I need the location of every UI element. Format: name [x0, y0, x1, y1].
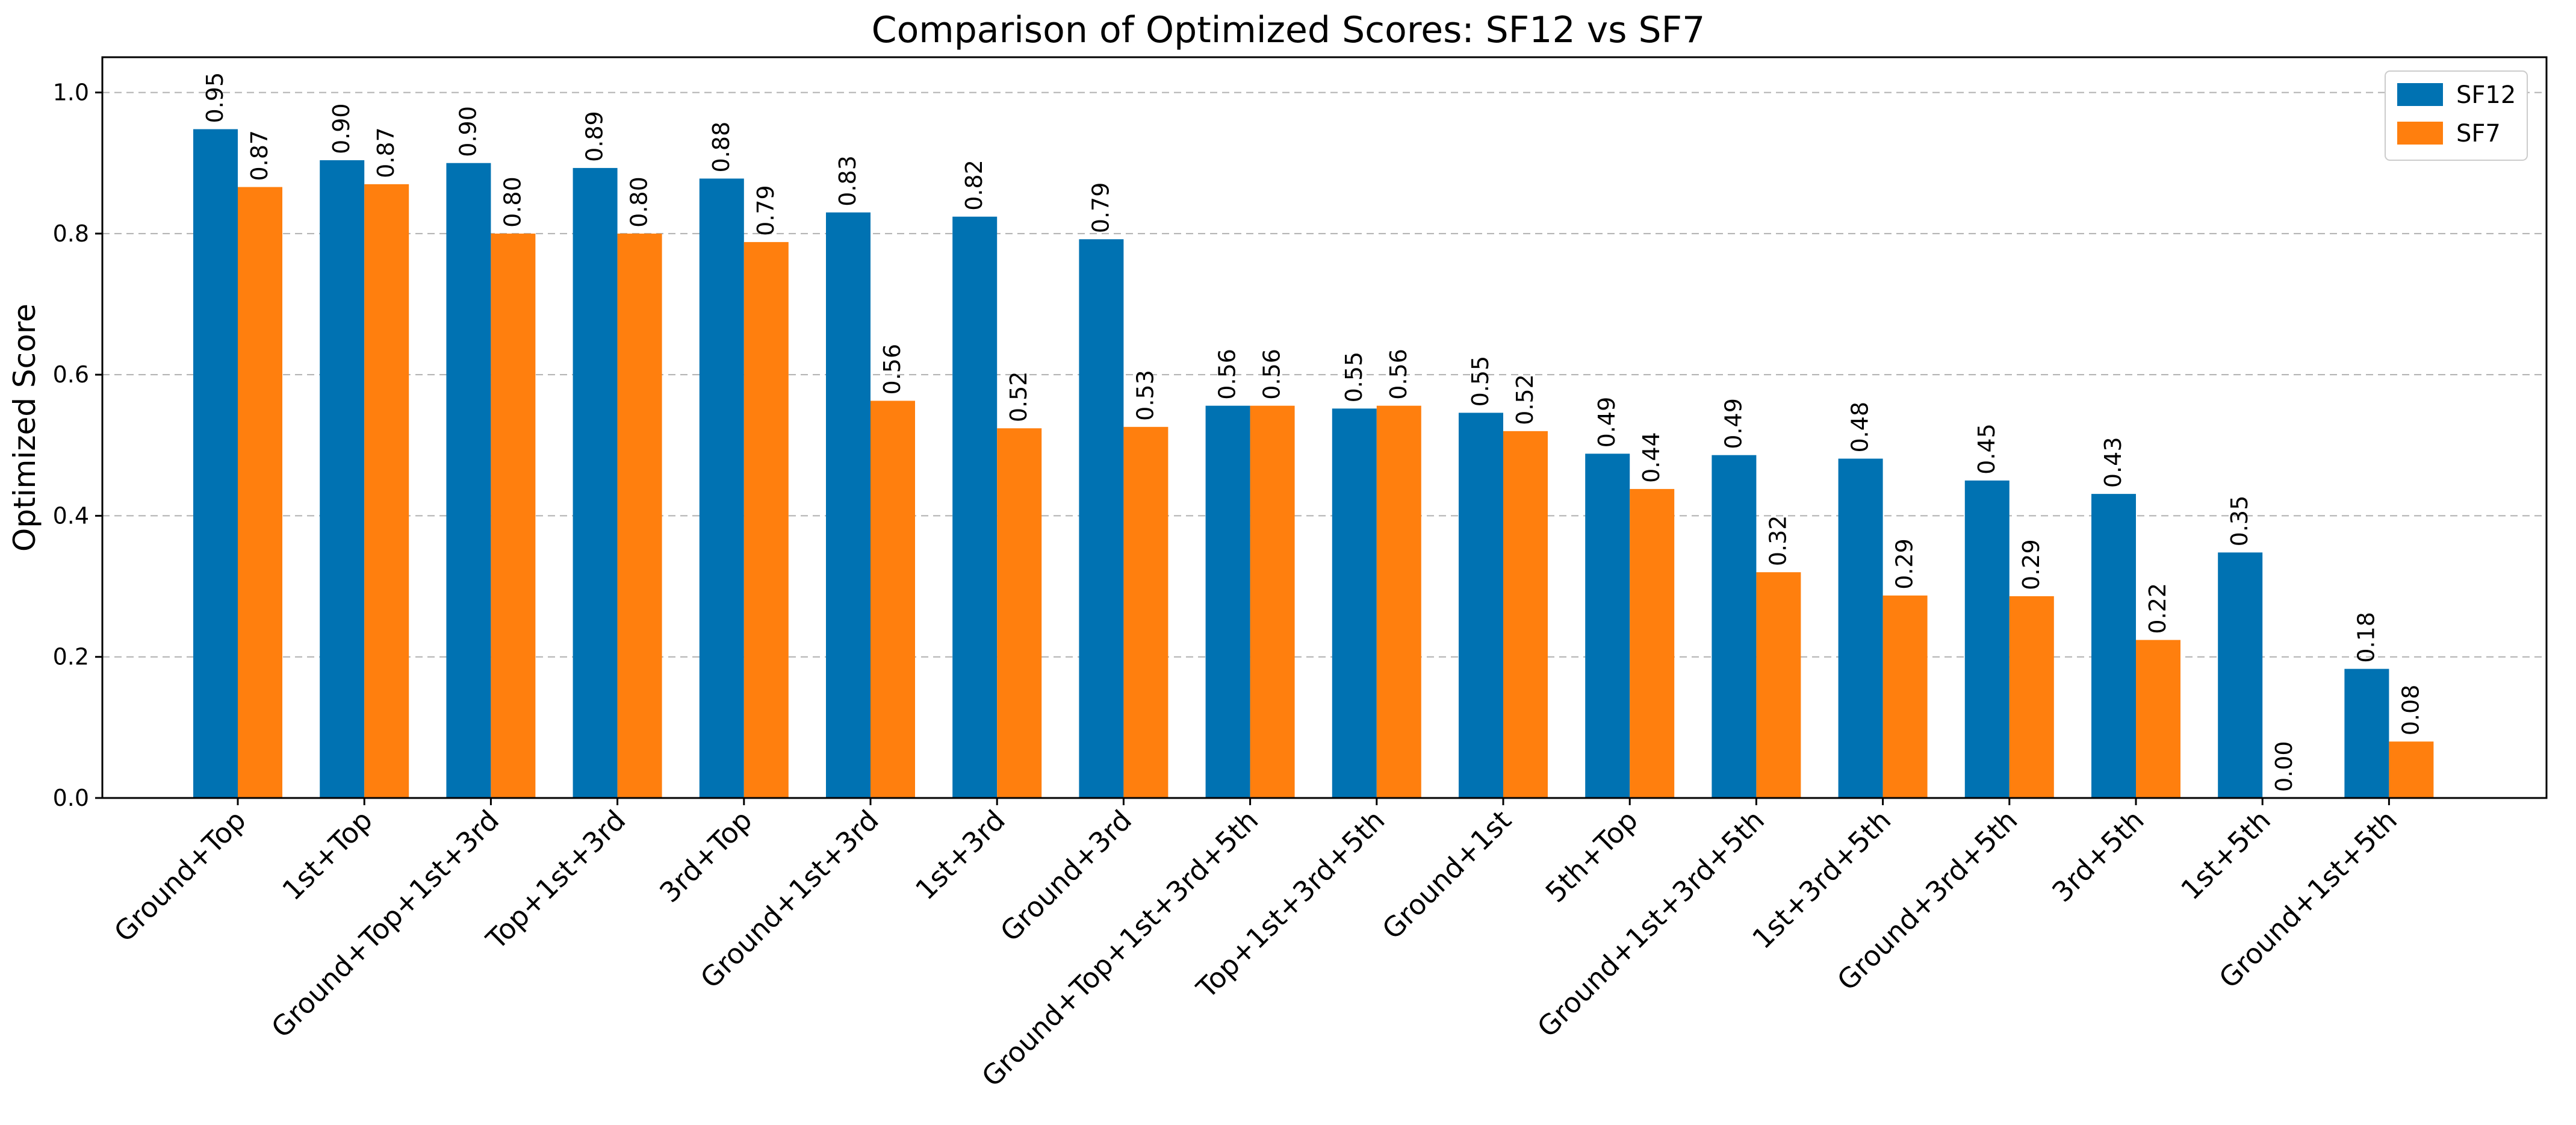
bar-sf7 — [871, 400, 915, 798]
value-label-sf12: 0.82 — [961, 160, 987, 211]
bar-sf12 — [1459, 413, 1503, 798]
value-label-sf12: 0.90 — [328, 103, 355, 154]
bar-sf12 — [2218, 552, 2263, 798]
bar-sf7 — [743, 242, 789, 798]
value-label-sf12: 0.48 — [1847, 402, 1873, 453]
value-label-sf12: 0.83 — [834, 155, 861, 207]
value-label-sf7: 0.32 — [1764, 516, 1791, 567]
y-tick-layer: 0.0 0.2 0.4 0.6 0.8 1.0 — [53, 79, 102, 811]
bar-sf12 — [2344, 668, 2389, 798]
value-label-sf12: 0.18 — [2353, 612, 2379, 663]
value-label-sf7: 0.52 — [1512, 374, 1538, 425]
legend-swatch-sf7 — [2397, 122, 2443, 145]
y-tick-label: 0.0 — [53, 785, 89, 811]
bar-sf12 — [193, 129, 238, 798]
value-label-sf12: 0.49 — [1594, 397, 1620, 448]
value-label-sf12: 0.55 — [1341, 352, 1367, 403]
bar-sf7 — [2009, 596, 2054, 798]
bar-sf7 — [1376, 405, 1421, 798]
bar-sf7 — [1882, 595, 1928, 798]
chart-title: Comparison of Optimized Scores: SF12 vs … — [872, 9, 1705, 51]
y-tick-label: 0.4 — [53, 502, 89, 529]
value-label-sf12: 0.95 — [202, 72, 228, 123]
bar-sf12 — [1585, 453, 1630, 798]
value-label-sf7: 0.22 — [2144, 583, 2171, 634]
plot-frame — [101, 56, 2548, 799]
value-label-sf7: 0.00 — [2271, 741, 2297, 792]
bar-sf12 — [320, 160, 365, 798]
y-tick-label: 0.6 — [53, 361, 89, 388]
legend-label-sf12: SF12 — [2456, 81, 2516, 109]
legend-label-sf7: SF7 — [2456, 120, 2501, 148]
value-label-sf12: 0.56 — [1214, 349, 1241, 400]
bar-sf7 — [364, 184, 409, 798]
bar-sf12 — [446, 163, 491, 798]
bar-sf7 — [1250, 405, 1295, 798]
bar-sf12 — [952, 216, 998, 798]
bar-sf12 — [1712, 455, 1757, 798]
bar-sf7 — [1630, 488, 1675, 798]
value-label-sf12: 0.49 — [1720, 398, 1746, 449]
bar-sf7 — [1503, 431, 1548, 798]
value-label-sf7: 0.29 — [1892, 538, 1918, 590]
bars-layer — [193, 129, 2434, 798]
y-tick-label: 0.8 — [53, 220, 89, 247]
legend: SF12 SF7 — [2385, 70, 2528, 161]
value-label-sf12: 0.88 — [708, 122, 734, 173]
bar-sf12 — [1964, 480, 2010, 798]
value-label-sf12: 0.55 — [1467, 356, 1494, 407]
bar-sf7 — [997, 428, 1042, 798]
value-label-sf7: 0.79 — [753, 185, 779, 236]
bar-sf12 — [573, 167, 618, 798]
value-label-sf12: 0.79 — [1087, 182, 1114, 234]
value-label-sf12: 0.89 — [582, 111, 608, 162]
value-labels-layer: 0.95 0.87 0.90 0.87 0.90 0.80 0.89 0.80 0.88 0.79… — [202, 72, 2424, 792]
value-label-sf7: 0.56 — [1385, 349, 1412, 400]
bar-sf12 — [1079, 239, 1124, 798]
bar-sf7 — [617, 233, 662, 798]
bar-sf12 — [2091, 494, 2136, 798]
value-label-sf7: 0.52 — [1005, 372, 1032, 423]
value-label-sf7: 0.80 — [499, 176, 526, 228]
y-axis-label: Optimized Score — [7, 304, 42, 552]
y-tick-label: 0.2 — [53, 644, 89, 670]
bar-sf7 — [491, 233, 536, 798]
axes-layer — [101, 56, 2548, 799]
bar-sf7 — [1756, 572, 1801, 798]
value-label-sf7: 0.08 — [2397, 685, 2424, 736]
bar-sf7 — [238, 187, 282, 798]
value-label-sf12: 0.45 — [1973, 423, 2000, 475]
bar-sf12 — [826, 212, 871, 798]
value-label-sf7: 0.87 — [373, 127, 399, 178]
bar-sf7 — [2136, 640, 2180, 798]
bar-sf12 — [1332, 408, 1377, 798]
value-label-sf7: 0.80 — [626, 176, 653, 228]
value-label-sf7: 0.56 — [1259, 349, 1285, 400]
value-label-sf7: 0.44 — [1638, 432, 1665, 483]
legend-swatch-sf12 — [2397, 83, 2443, 106]
value-label-sf7: 0.87 — [246, 130, 273, 181]
y-tick-label: 1.0 — [53, 79, 89, 106]
bar-sf12 — [699, 178, 744, 798]
value-label-sf12: 0.43 — [2100, 437, 2126, 488]
value-label-sf7: 0.56 — [879, 344, 905, 395]
value-label-sf12: 0.90 — [455, 106, 481, 157]
value-label-sf7: 0.29 — [2018, 539, 2044, 590]
value-label-sf12: 0.35 — [2226, 496, 2253, 547]
value-label-sf7: 0.53 — [1132, 370, 1158, 421]
bar-sf7 — [2389, 741, 2434, 798]
bar-sf12 — [1205, 405, 1250, 798]
bar-sf12 — [1838, 458, 1883, 798]
bar-sf7 — [1123, 426, 1169, 798]
